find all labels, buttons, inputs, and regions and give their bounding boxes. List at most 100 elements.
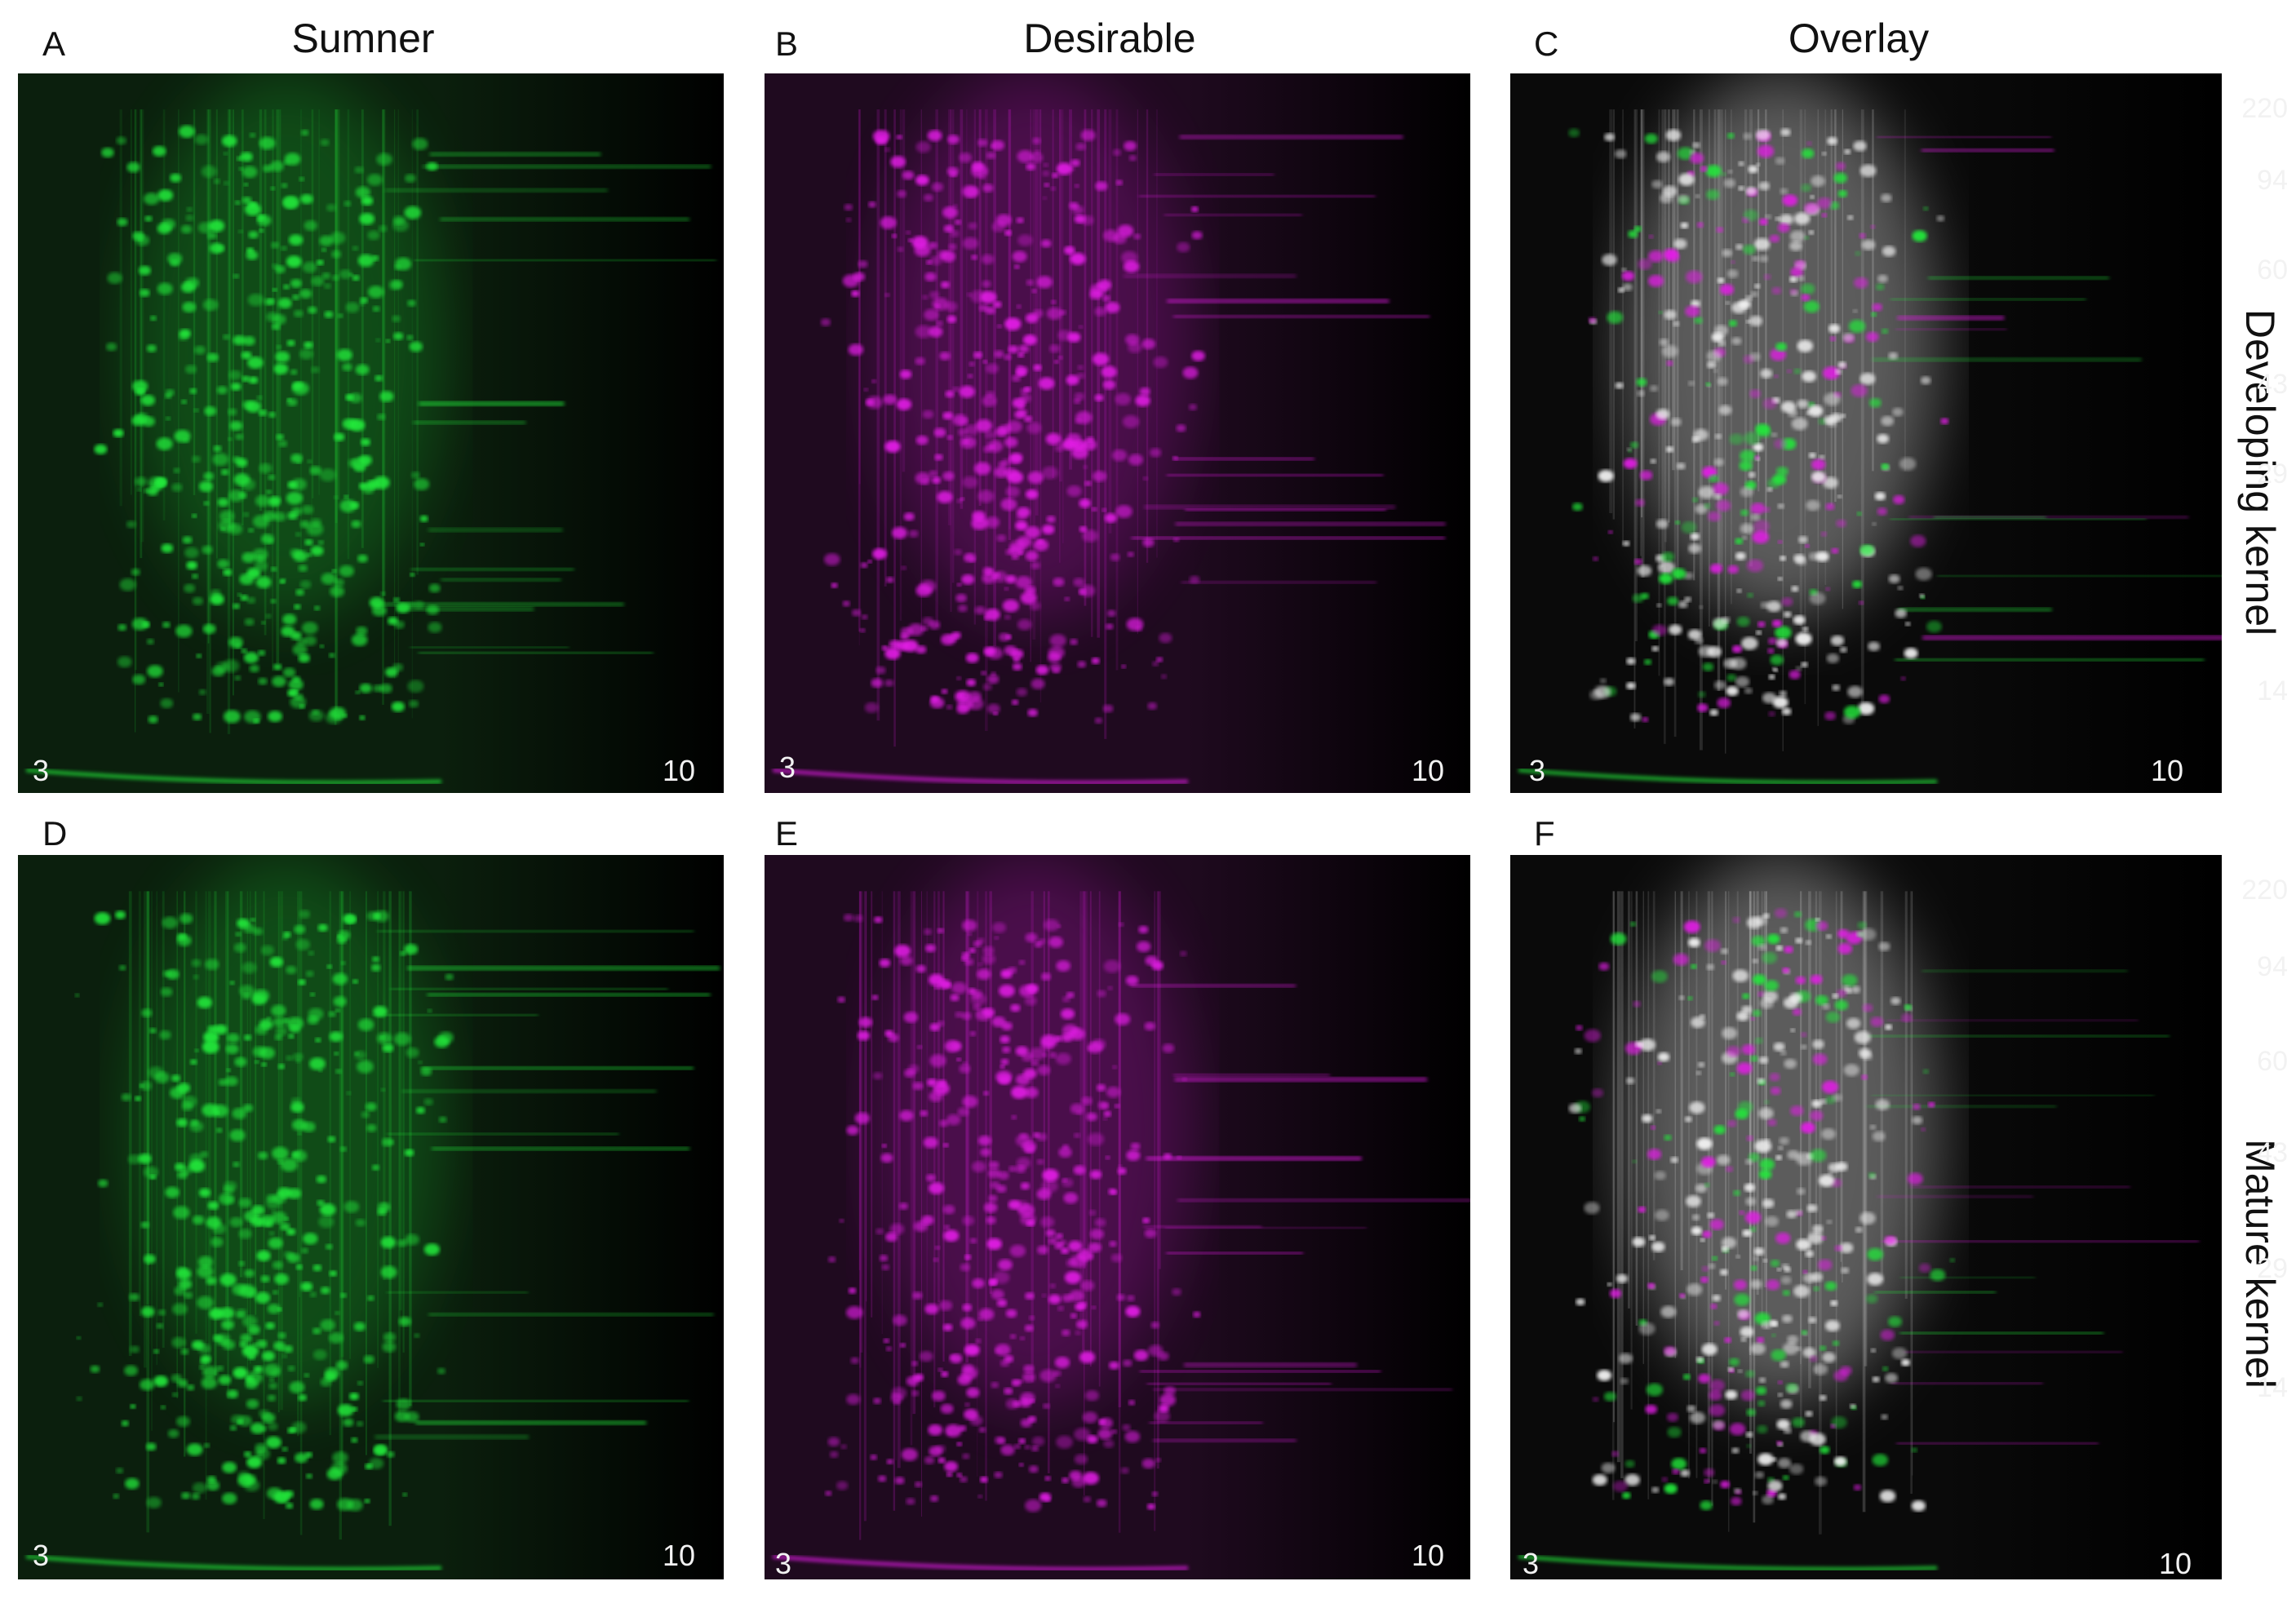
gel-dye-front [772,768,1189,785]
gel-spot [76,1396,82,1402]
gel-spot [270,186,276,191]
gel-spot [935,1445,946,1453]
gel-spot [329,706,347,720]
gel-spot [382,1341,397,1353]
gel-spot [1729,433,1744,445]
gel-spot [320,1319,335,1331]
gel-spot [1624,1473,1641,1486]
gel-spot [373,1006,388,1017]
gel-spot [178,125,195,138]
gel-spot [178,1278,193,1290]
gel-spot [871,678,884,688]
gel-streak [993,109,996,647]
gel-spot [1810,195,1815,199]
gel-spot [1806,141,1812,146]
gel-spot [256,1220,264,1227]
gel-spot [335,1360,348,1371]
gel-spot [171,1374,183,1383]
gel-spot [191,574,198,579]
gel-band [1167,299,1390,303]
gel-spot [1008,1166,1017,1172]
gel-spot [271,323,281,330]
gel-spot [1765,1216,1779,1227]
gel-spot [359,213,375,225]
gel-spot [305,1473,312,1479]
gel-streak [960,109,964,509]
gel-spot [960,497,964,501]
gel-spot [1144,1021,1156,1031]
gel-spot [1074,1428,1091,1442]
gel-spot [928,1424,943,1436]
gel-spot [229,1129,246,1142]
gel-spot [978,1308,995,1321]
gel-spot [956,1473,963,1477]
gel-spot [1777,1393,1783,1397]
gel-spot [1727,565,1739,574]
gel-spot [1676,463,1686,470]
gel-spot [846,1306,863,1319]
gel-spot [1063,1192,1079,1204]
ph-left-e: 3 [775,1547,792,1580]
gel-spot [240,595,249,601]
gel-spot [198,689,206,695]
gel-spot [271,1211,287,1225]
gel-spot [299,520,310,529]
gel-spot [944,1225,951,1229]
gel-spot [1786,369,1792,374]
gel-spot [1042,196,1047,201]
gel-spot [1074,1132,1081,1138]
gel-spot [219,510,235,522]
gel-spot [1626,658,1636,665]
gel-spot [377,414,386,421]
gel-spot [298,1394,308,1402]
gel-spot [335,1008,341,1012]
gel-streak [921,891,923,1517]
gel-spot [991,140,1004,151]
gel-streak [859,891,862,1368]
gel-streak [147,891,150,1266]
gel-spot [445,973,454,981]
gel-spot [247,357,264,370]
gel-spot [1735,538,1744,545]
gel-spot [304,1373,310,1378]
gel-spot [1740,486,1754,497]
gel-spot [889,1223,905,1235]
gel-spot [1133,1349,1149,1362]
gel-spot [913,1220,929,1232]
gel-spot [977,489,995,503]
gel-spot [316,259,324,266]
gel-spot [937,1457,946,1464]
gel-spot [192,513,197,518]
gel-spot [233,273,240,279]
gel-spot [393,620,405,629]
gel-spot [298,653,310,663]
gel-spot [1656,409,1670,420]
gel-band [1896,1442,2099,1445]
gel-spot [1777,1380,1783,1384]
gel-streak [300,109,302,556]
gel-streak [1084,891,1086,1269]
gel-spot [924,1456,935,1464]
gel-spot [303,1233,318,1245]
gel-spot [1922,1069,1930,1074]
gel-spot [236,156,243,162]
gel-spot [998,1171,1009,1180]
gel-spot [308,1057,326,1070]
gel-spot [371,1164,380,1171]
gel-spot [290,1101,304,1113]
gel-spot [313,605,321,611]
gel-spot [260,1275,270,1283]
gel-spot [967,374,973,379]
gel-spot [339,565,354,578]
gel-spot [1102,379,1116,390]
gel-spot [1803,300,1820,313]
gel-band [415,1420,646,1425]
gel-spot [1812,1039,1824,1049]
gel-streak [337,109,340,500]
gel-spot [1709,474,1719,482]
gel-spot [325,1367,340,1379]
gel-spot [1758,218,1768,226]
gel-spot [174,429,191,443]
gel-spot [1083,465,1088,469]
gel-spot [1022,334,1037,346]
